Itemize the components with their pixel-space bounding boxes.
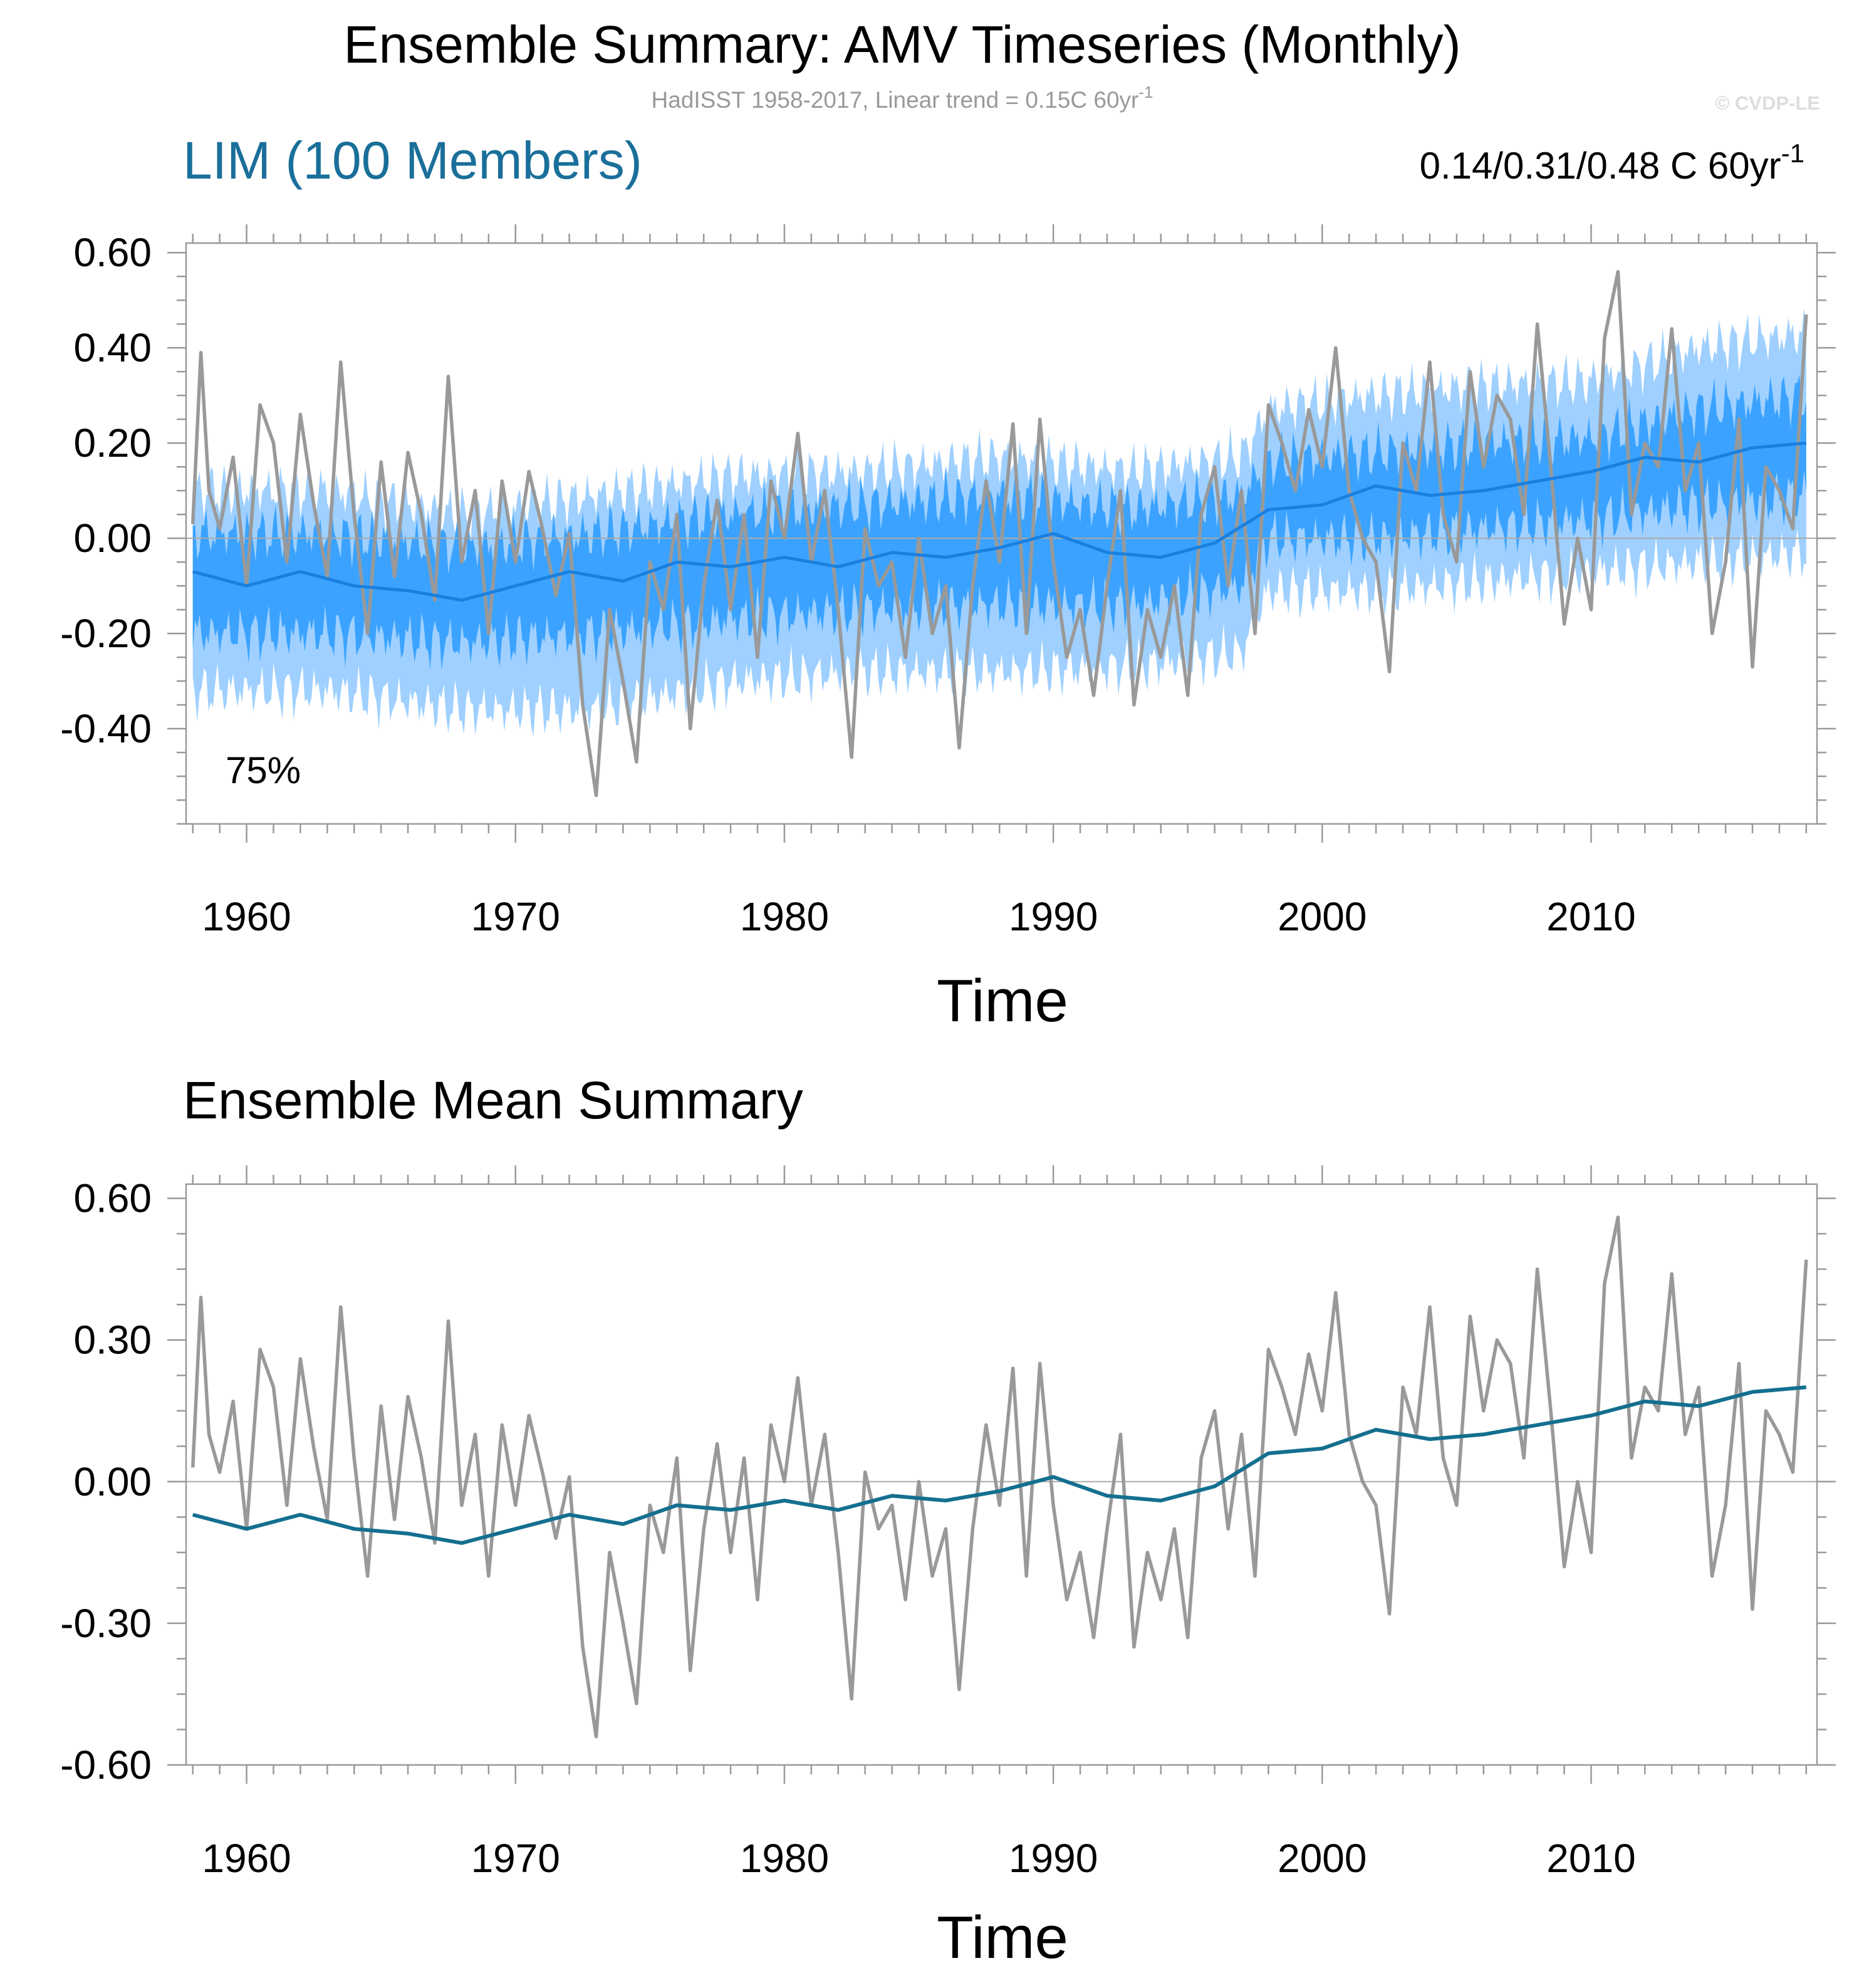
ensemble-spread-bands [192,308,1806,736]
ensemble-mean-line-bottom [192,1385,1807,1545]
bottom-panel-title: Ensemble Mean Summary [183,1071,803,1130]
bottom-plot-frame [185,1183,1818,1766]
y-tick-label: -0.60 [60,1742,152,1788]
observed-line-bottom [190,1215,1808,1739]
y-tick-label: -0.30 [60,1601,152,1646]
top-panel: 0.60 0.40 0.20 0.00 -0.20 -0.40 1960 1970 1980 19… [60,224,1836,1034]
figure-title: Ensemble Summary: AMV Timeseries (Monthl… [343,15,1460,74]
y-tick-label: -0.20 [60,611,152,656]
top-axis-labels: 0.60 0.40 0.20 0.00 -0.20 -0.40 1960 1970 1980 19… [60,230,1636,939]
x-tick-label: 1970 [471,1836,560,1881]
x-tick-label: 1980 [740,1836,829,1881]
copyright-text: © CVDP-LE [1715,92,1820,114]
x-tick-label: 2000 [1278,1836,1367,1881]
trend-range-label: 0.14/0.31/0.48 C 60yr-1 [1420,138,1804,187]
y-tick-label: 0.00 [73,1459,152,1504]
x-tick-label: 1960 [202,1836,291,1881]
x-tick-label: 1980 [740,894,829,939]
ensemble-member-label: LIM (100 Members) [183,131,642,190]
figure-subtitle: HadISST 1958-2017, Linear trend = 0.15C … [652,83,1153,113]
trend-range-text: 0.14/0.31/0.48 C 60yr [1420,145,1781,187]
observed-line [190,269,1808,798]
y-tick-label: 0.00 [73,516,152,561]
ensemble-mean-line [192,441,1807,602]
bottom-panel: 0.60 0.30 0.00 -0.30 -0.60 1960 1970 1980 1990 20… [60,1165,1836,1971]
y-tick-label: -0.40 [60,706,152,751]
percent-label: 75% [226,749,301,791]
y-tick-label: 0.60 [73,230,152,275]
y-tick-label: 0.20 [73,420,152,466]
x-tick-label: 1990 [1009,894,1098,939]
subtitle-superscript: -1 [1138,83,1153,101]
bottom-x-axis-title: Time [937,1904,1068,1971]
subtitle-text: HadISST 1958-2017, Linear trend = 0.15C … [652,87,1139,113]
bottom-axis-ticks [167,1165,1836,1784]
y-tick-label: 0.60 [73,1176,152,1221]
bottom-series-lines [190,1215,1808,1739]
x-tick-label: 1960 [202,894,291,939]
x-tick-label: 2010 [1546,1836,1635,1881]
x-tick-label: 2010 [1546,894,1635,939]
top-series-lines [190,269,1808,798]
top-plot-frame [185,242,1818,825]
trend-range-superscript: -1 [1781,138,1804,168]
x-tick-label: 1990 [1009,1836,1098,1881]
y-tick-label: 0.40 [73,325,152,370]
y-tick-label: 0.30 [73,1318,152,1363]
bottom-axis-labels: 0.60 0.30 0.00 -0.30 -0.60 1960 1970 1980 1990 20… [60,1176,1636,1881]
top-axis-ticks [167,224,1836,843]
x-tick-label: 2000 [1278,894,1367,939]
x-tick-label: 1970 [471,894,560,939]
top-x-axis-title: Time [937,967,1068,1034]
